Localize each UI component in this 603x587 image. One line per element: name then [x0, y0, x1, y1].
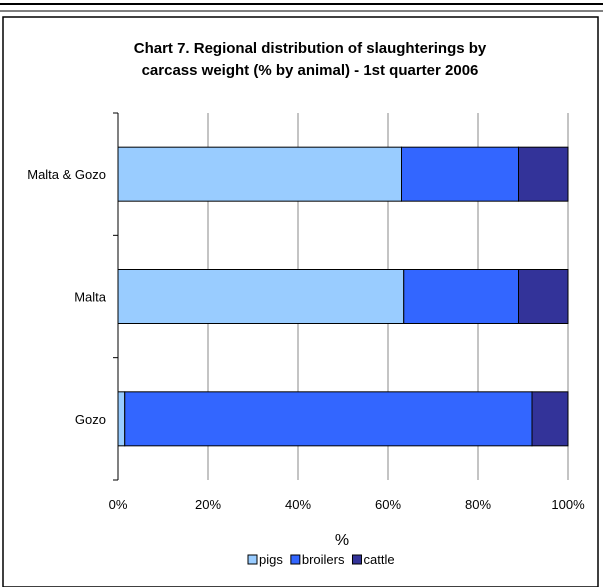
bar-segment-cattle: [518, 146, 569, 202]
x-tick-label: 80%: [465, 497, 491, 512]
chart-title-line-2: carcass weight (% by animal) - 1st quart…: [141, 62, 479, 79]
chart-area-border: [2, 16, 599, 587]
bar-segment-pigs: [117, 146, 402, 202]
legend: pigs broilers cattle: [247, 552, 395, 567]
bar-segment-cattle: [531, 391, 569, 447]
bar-segment-cattle: [518, 269, 569, 324]
bar-segment-pigs: [117, 391, 126, 447]
legend-swatch-pigs: [247, 554, 258, 565]
x-tick-label: 60%: [375, 497, 401, 512]
chart-title-line-1: Chart 7. Regional distribution of slaugh…: [133, 40, 487, 57]
y-category-label: Malta & Gozo: [27, 167, 106, 182]
bar-segment-broilers: [403, 269, 519, 324]
legend-swatch-broilers: [290, 554, 301, 565]
bar-segment-pigs: [117, 269, 405, 324]
x-tick-label: 20%: [195, 497, 221, 512]
legend-label-broilers: broilers: [302, 552, 345, 567]
chart-title: Chart 7. Regional distribution of slaugh…: [60, 38, 560, 82]
x-tick-label: 40%: [285, 497, 311, 512]
legend-label-cattle: cattle: [363, 552, 394, 567]
y-category-label: Gozo: [75, 412, 106, 427]
bar-segment-broilers: [401, 146, 519, 202]
legend-swatch-cattle: [351, 554, 362, 565]
y-category-label: Malta: [74, 290, 107, 305]
x-axis-title: %: [335, 532, 349, 549]
legend-label-pigs: pigs: [259, 552, 283, 567]
bar-segment-broilers: [124, 391, 533, 447]
x-tick-label: 100%: [551, 497, 585, 512]
plot-area: 0% 20% 40% 60% 80% 100% Malta & Gozo Malta Gozo: [27, 112, 585, 512]
x-tick-label: 0%: [109, 497, 128, 512]
